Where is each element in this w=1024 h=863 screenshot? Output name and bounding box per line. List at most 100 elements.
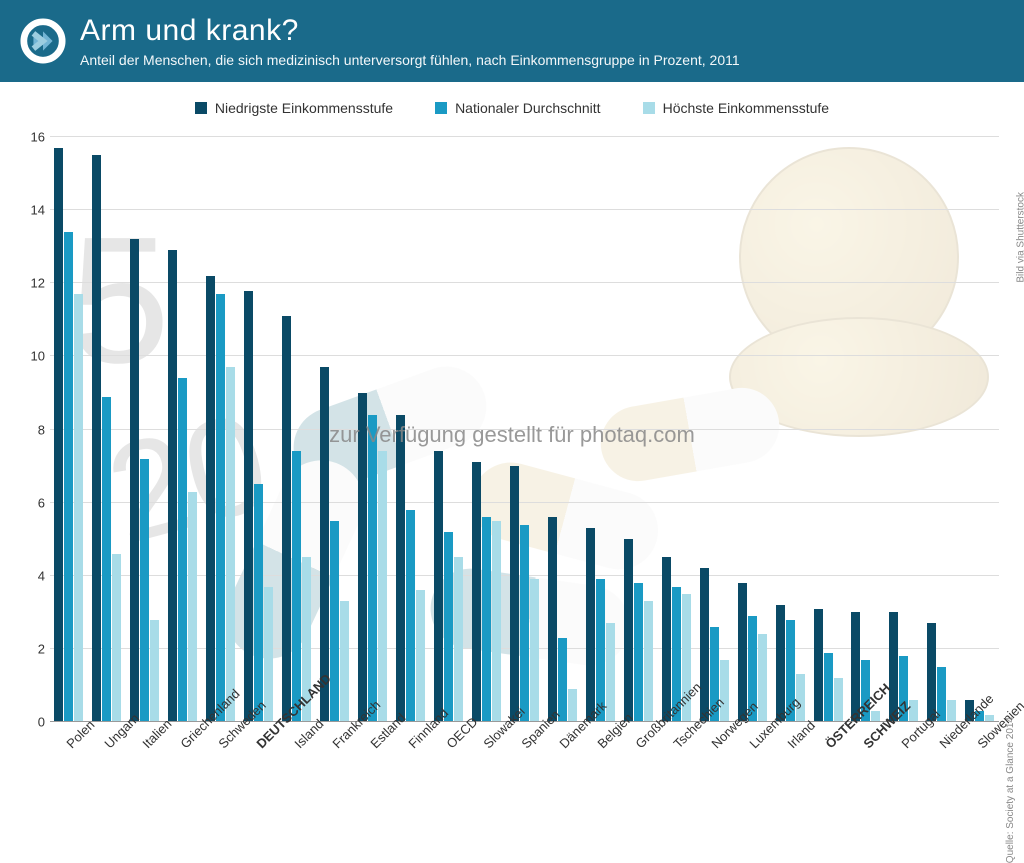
header-bar: Arm und krank? Anteil der Menschen, die … (0, 0, 1024, 82)
country-group (923, 137, 961, 722)
country-group (505, 137, 543, 722)
x-axis-label: Luxemburg (733, 727, 771, 827)
x-axis-label: Norwegen (695, 727, 733, 827)
bar-low (738, 583, 747, 722)
bar-low (130, 239, 139, 722)
bar-low (358, 393, 367, 722)
bar-low (434, 451, 443, 722)
x-axis-label: Italien (126, 727, 164, 827)
x-axis-label: Estland (354, 727, 392, 827)
x-axis-label: Island (278, 727, 316, 827)
country-group (771, 137, 809, 722)
bar-avg (292, 451, 301, 722)
x-axis-label: Tschechien (657, 727, 695, 827)
image-credit: Bild via Shutterstock (1016, 192, 1024, 283)
x-axis-label: Dänemark (543, 727, 581, 827)
bar-avg (444, 532, 453, 722)
x-axis-label: Griechenland (164, 727, 202, 827)
x-axis-label: SCHWEIZ (847, 727, 885, 827)
bar-low (700, 568, 709, 722)
country-group (126, 137, 164, 722)
country-group (543, 137, 581, 722)
bar-high (340, 601, 349, 722)
country-group (733, 137, 771, 722)
country-group (50, 137, 88, 722)
country-group (961, 137, 999, 722)
country-group (847, 137, 885, 722)
bar-high (188, 492, 197, 722)
bar-low (320, 367, 329, 722)
bar-high (530, 579, 539, 722)
bar-high (644, 601, 653, 722)
country-group (202, 137, 240, 722)
bar-avg (482, 517, 491, 722)
chart-title: Arm und krank? (80, 14, 1004, 48)
legend-item: Nationaler Durchschnitt (435, 100, 601, 116)
x-axis-label: Finnland (392, 727, 430, 827)
country-group (695, 137, 733, 722)
country-group (392, 137, 430, 722)
bar-high (796, 674, 805, 722)
y-tick-label: 14 (15, 203, 45, 218)
bar-low (624, 539, 633, 722)
bar-high (416, 590, 425, 722)
bar-avg (140, 459, 149, 722)
chart-area: 5 20 Niedrigste EinkommensstufeNationale… (0, 82, 1024, 827)
bar-low (168, 250, 177, 722)
bar-low (92, 155, 101, 722)
bar-low (396, 415, 405, 722)
bar-high (226, 367, 235, 722)
bar-avg (102, 397, 111, 722)
chart-subtitle: Anteil der Menschen, die sich medizinisc… (80, 52, 1004, 68)
bar-avg (178, 378, 187, 722)
bar-low (244, 291, 253, 722)
bar-low (206, 276, 215, 722)
bars-container (50, 137, 999, 722)
bar-high (112, 554, 121, 722)
country-group (316, 137, 354, 722)
bar-high (264, 587, 273, 722)
legend-label: Höchste Einkommensstufe (663, 100, 830, 116)
country-group (278, 137, 316, 722)
legend-marker (195, 102, 207, 114)
x-axis-label: Polen (50, 727, 88, 827)
x-axis-label: Slowakei (467, 727, 505, 827)
x-axis-label: Portugal (885, 727, 923, 827)
legend-marker (435, 102, 447, 114)
y-tick-label: 16 (15, 130, 45, 145)
bar-low (510, 466, 519, 722)
infographic-container: Arm und krank? Anteil der Menschen, die … (0, 0, 1024, 834)
bar-avg (558, 638, 567, 722)
oecd-logo (20, 18, 66, 64)
x-axis-label: Belgien (581, 727, 619, 827)
y-tick-label: 12 (15, 276, 45, 291)
x-axis-labels: PolenUngarnItalienGriechenlandSchwedenDE… (50, 727, 999, 827)
x-axis-label: Slowenien (961, 727, 999, 827)
bar-low (814, 609, 823, 722)
country-group (354, 137, 392, 722)
y-tick-label: 4 (15, 568, 45, 583)
y-tick-label: 8 (15, 422, 45, 437)
country-group (467, 137, 505, 722)
bar-low (282, 316, 291, 722)
country-group (619, 137, 657, 722)
bar-high (74, 294, 83, 722)
legend-label: Nationaler Durchschnitt (455, 100, 601, 116)
y-tick-label: 2 (15, 641, 45, 656)
bar-low (586, 528, 595, 722)
country-group (88, 137, 126, 722)
x-axis-label: Großbritannien (619, 727, 657, 827)
x-axis-label: Ungarn (88, 727, 126, 827)
bar-avg (330, 521, 339, 722)
header-text: Arm und krank? Anteil der Menschen, die … (80, 14, 1004, 68)
x-axis-label: DEUTSCHLAND (240, 727, 278, 827)
country-group (809, 137, 847, 722)
bar-avg (406, 510, 415, 722)
bar-high (720, 660, 729, 722)
y-tick-label: 10 (15, 349, 45, 364)
bar-avg (216, 294, 225, 722)
country-group (657, 137, 695, 722)
legend: Niedrigste Einkommensstufe Nationaler Dur… (0, 100, 1024, 116)
bar-low (472, 462, 481, 722)
legend-label: Niedrigste Einkommensstufe (215, 100, 393, 116)
